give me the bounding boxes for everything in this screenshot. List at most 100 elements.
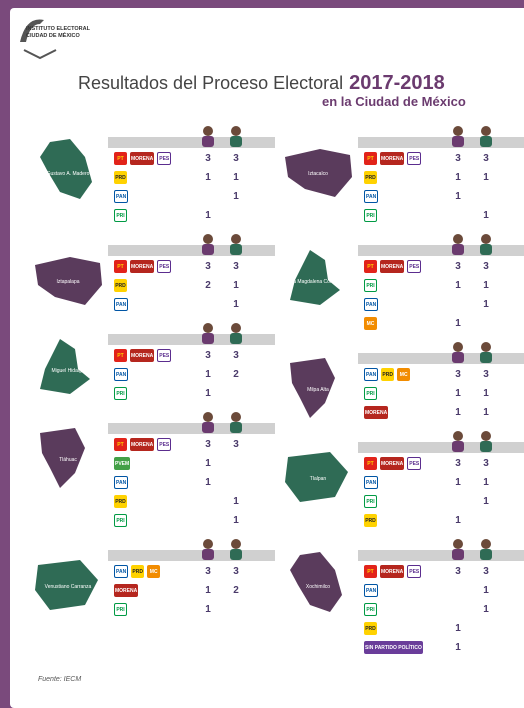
result-row: PAN 1 — [108, 295, 275, 314]
district: Iztapalapa PT MORENA PES 3 3 PRD 2 1 PAN 1 — [30, 233, 275, 314]
party-logos: PRI — [108, 603, 194, 616]
title: Resultados del Proceso Electoral — [78, 73, 344, 93]
women-icon — [450, 233, 466, 260]
table-header — [108, 411, 275, 435]
page: INSTITUTO ELECTORAL CIUDAD DE MÉXICO Resu… — [10, 8, 524, 708]
party-logos: PT MORENA PES — [358, 457, 444, 470]
party-logo: PRI — [114, 603, 127, 616]
women-count: 1 — [205, 585, 211, 596]
party-logo: PT — [364, 565, 377, 578]
party-logo: PAN — [364, 298, 379, 311]
result-row: PT MORENA PES 3 3 — [358, 257, 524, 276]
map: Iztacalco — [280, 125, 358, 225]
party-logos: PVEM — [108, 457, 194, 470]
women-count: 1 — [205, 604, 211, 615]
party-logo: PES — [157, 438, 172, 451]
district: Gustavo A. Madero PT MORENA PES 3 3 PRD 1 1 PAN 1 P… — [30, 125, 275, 225]
men-count: 1 — [233, 280, 239, 291]
party-logo: PRD — [114, 279, 127, 292]
men-icon — [478, 341, 494, 368]
district-table: PT MORENA PES 3 3 PAN 1 2 PRI 1 — [108, 322, 275, 403]
header-bar — [358, 442, 524, 453]
district-table: PT MORENA PES 3 3 PRD 2 1 PAN 1 — [108, 233, 275, 314]
party-logo: MC — [397, 368, 411, 381]
party-logos: PT MORENA PES — [108, 438, 194, 451]
party-logo: PAN — [114, 190, 129, 203]
party-logo: PAN — [114, 476, 129, 489]
men-count: 3 — [483, 261, 489, 272]
party-logos: PAN — [358, 584, 444, 597]
header-bar — [108, 423, 275, 434]
map-shape — [35, 257, 102, 305]
women-count: 1 — [455, 407, 461, 418]
header-bar — [358, 353, 524, 364]
result-row: PAN 1 — [358, 581, 524, 600]
header-bar — [108, 334, 275, 345]
result-row: PAN 1 1 — [358, 473, 524, 492]
women-count: 1 — [455, 477, 461, 488]
party-logos: MC — [358, 317, 444, 330]
party-logo: PRI — [364, 495, 377, 508]
result-row: PT MORENA PES 3 3 — [108, 149, 275, 168]
party-logos: PT MORENA PES — [358, 565, 444, 578]
women-count: 1 — [455, 172, 461, 183]
result-row: PVEM 1 — [108, 454, 275, 473]
result-row: PAN PRD MC 3 3 — [108, 562, 275, 581]
men-count: 1 — [483, 388, 489, 399]
result-row: MORENA 1 2 — [108, 581, 275, 600]
party-logos: PAN — [108, 476, 194, 489]
party-logo: MORENA — [380, 260, 405, 273]
men-count: 3 — [483, 153, 489, 164]
result-row: PRD 1 1 — [358, 168, 524, 187]
result-row: PRD 1 — [358, 511, 524, 530]
party-logo: PES — [157, 349, 172, 362]
party-logos: SIN PARTIDO POLÍTICO — [358, 641, 444, 654]
result-row: PT MORENA PES 3 3 — [358, 454, 524, 473]
party-logo: PRD — [114, 171, 127, 184]
women-count: 3 — [205, 566, 211, 577]
party-logos: MORENA — [358, 406, 444, 419]
district: Venustiano Carranza PAN PRD MC 3 3 MORENA 1 2 PRI… — [30, 538, 275, 619]
party-logos: PT MORENA PES — [108, 349, 194, 362]
map: Venustiano Carranza — [30, 538, 108, 619]
map: Tláhuac — [30, 411, 108, 530]
result-row: PRI 1 1 — [358, 384, 524, 403]
district: Miguel Hidalgo PT MORENA PES 3 3 PAN 1 2 PRI 1 — [30, 322, 275, 403]
table-header — [358, 430, 524, 454]
party-logos: PAN — [358, 190, 444, 203]
institution: INSTITUTO ELECTORAL CIUDAD DE MÉXICO — [26, 26, 90, 40]
district-name: Tláhuac — [59, 457, 77, 463]
party-logos: MORENA — [108, 584, 194, 597]
men-count: 3 — [233, 566, 239, 577]
result-row: PT MORENA PES 3 3 — [358, 149, 524, 168]
party-logo: MORENA — [130, 349, 155, 362]
result-row: PRI 1 1 — [358, 276, 524, 295]
women-count: 3 — [205, 261, 211, 272]
party-logos: PT MORENA PES — [358, 152, 444, 165]
women-count: 1 — [455, 191, 461, 202]
party-logo: PRI — [114, 514, 127, 527]
men-count: 1 — [483, 299, 489, 310]
men-icon — [478, 538, 494, 565]
map: Gustavo A. Madero — [30, 125, 108, 225]
women-count: 1 — [455, 280, 461, 291]
subtitle: en la Ciudad de México — [322, 94, 466, 109]
map: Tlalpan — [280, 430, 358, 530]
men-count: 1 — [233, 515, 239, 526]
party-logo: PRI — [364, 387, 377, 400]
result-row: PRD 1 1 — [108, 168, 275, 187]
women-icon — [450, 430, 466, 457]
party-logo: MORENA — [364, 406, 389, 419]
source: Fuente: IECM — [38, 676, 82, 683]
women-count: 3 — [205, 439, 211, 450]
table-header — [108, 233, 275, 257]
year: 2017-2018 — [349, 72, 445, 94]
men-count: 1 — [233, 172, 239, 183]
result-row: PRI 1 — [108, 511, 275, 530]
result-row: PT MORENA PES 3 3 — [108, 346, 275, 365]
party-logo: MORENA — [380, 152, 405, 165]
party-logo: PRI — [114, 387, 127, 400]
men-count: 2 — [233, 585, 239, 596]
party-logo: PRD — [381, 368, 395, 381]
men-icon — [228, 233, 244, 260]
